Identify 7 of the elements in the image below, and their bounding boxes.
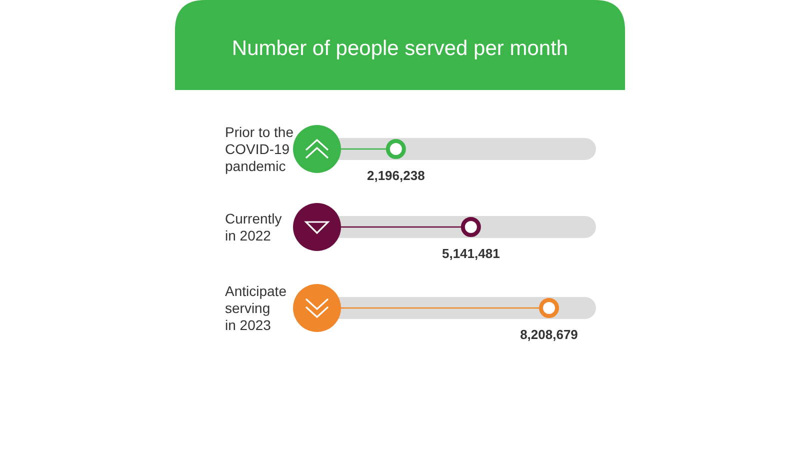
data-label: 8,208,679	[520, 327, 578, 342]
y-tick-label: Anticipate serving in 2023	[225, 283, 287, 333]
data-label: 2,196,238	[366, 168, 425, 183]
y-tick-label: Prior to the COVID-19 pandemic	[225, 124, 294, 174]
y-tick-label: Currently in 2022	[225, 210, 282, 244]
chart-title: Number of people served per month	[232, 37, 568, 60]
data-label: 5,141,481	[442, 246, 500, 261]
